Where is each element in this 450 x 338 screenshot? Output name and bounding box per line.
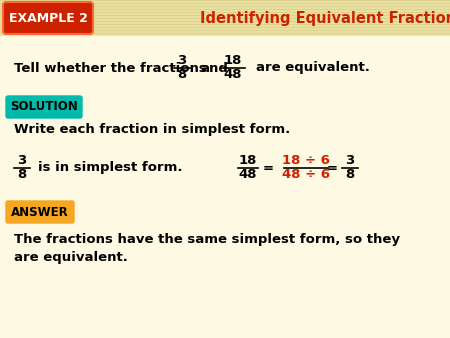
Text: are equivalent.: are equivalent.	[256, 62, 370, 74]
Text: SOLUTION: SOLUTION	[10, 100, 78, 114]
Text: EXAMPLE 2: EXAMPLE 2	[9, 11, 87, 24]
Text: Tell whether the fractions: Tell whether the fractions	[14, 62, 207, 74]
Text: 18: 18	[239, 154, 257, 168]
Text: =: =	[327, 162, 338, 174]
Text: are equivalent.: are equivalent.	[14, 251, 128, 265]
Text: 3: 3	[177, 54, 187, 68]
Text: 3: 3	[18, 154, 27, 168]
Text: 8: 8	[346, 169, 355, 182]
FancyBboxPatch shape	[6, 201, 74, 223]
FancyBboxPatch shape	[6, 96, 82, 118]
Text: =: =	[262, 162, 274, 174]
Text: and: and	[200, 62, 228, 74]
Bar	[0, 36, 450, 338]
Text: Identifying Equivalent Fractions: Identifying Equivalent Fractions	[200, 10, 450, 25]
Text: 48 ÷ 6: 48 ÷ 6	[282, 169, 330, 182]
Text: 18 ÷ 6: 18 ÷ 6	[282, 154, 330, 168]
Text: 18: 18	[224, 54, 242, 68]
Text: 48: 48	[239, 169, 257, 182]
Text: 48: 48	[224, 69, 242, 81]
FancyBboxPatch shape	[3, 2, 93, 34]
Text: is in simplest form.: is in simplest form.	[38, 162, 183, 174]
Bar	[0, 0, 450, 36]
Text: ANSWER: ANSWER	[11, 206, 69, 218]
Text: Write each fraction in simplest form.: Write each fraction in simplest form.	[14, 123, 290, 137]
Text: 3: 3	[346, 154, 355, 168]
Text: The fractions have the same simplest form, so they: The fractions have the same simplest for…	[14, 234, 400, 246]
Text: 8: 8	[18, 169, 27, 182]
Text: 8: 8	[177, 69, 187, 81]
